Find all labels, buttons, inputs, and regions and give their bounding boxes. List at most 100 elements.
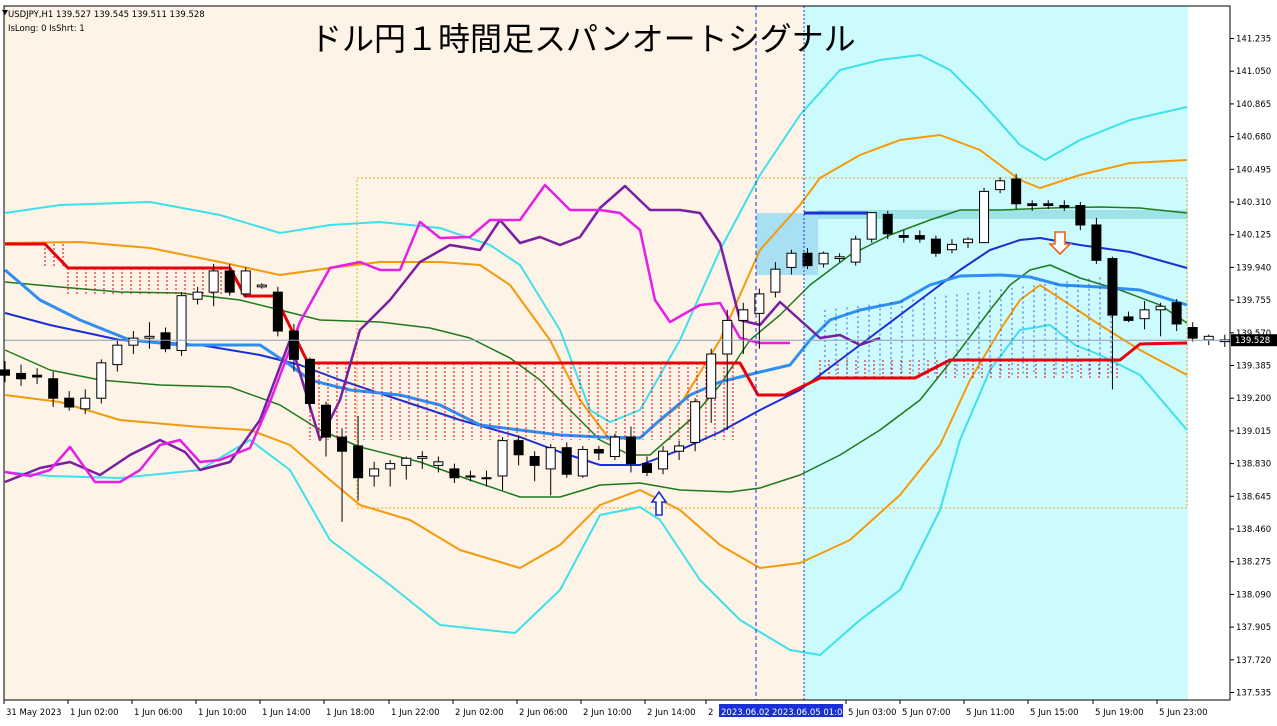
- candle-body: [513, 440, 524, 456]
- candle-body: [288, 330, 299, 360]
- candle-body: [834, 256, 845, 260]
- x-tick-label: 1 Jun 14:00: [262, 708, 311, 718]
- candle-body: [706, 353, 717, 399]
- y-tick-label: 138.460: [1236, 525, 1271, 535]
- candle-body: [1059, 205, 1070, 208]
- x-tick-label: 31 May 2023: [6, 708, 61, 718]
- candle-body: [1155, 305, 1166, 311]
- y-tick-label: 139.385: [1236, 362, 1271, 372]
- candle-body: [898, 235, 909, 238]
- candle-body: [1139, 309, 1150, 320]
- y-tick-label: 138.830: [1236, 460, 1271, 470]
- candle-body: [337, 436, 348, 452]
- candle-body: [1091, 224, 1102, 261]
- candle-body: [946, 243, 957, 251]
- plot-border: [3, 5, 1231, 701]
- candle-body: [16, 372, 27, 380]
- y-tick-label: 140.495: [1236, 165, 1271, 175]
- candle-body: [224, 270, 235, 293]
- x-tick-label: 2: [708, 708, 713, 718]
- lower-orange-band: [4, 284, 1188, 569]
- candle-body: [417, 456, 428, 459]
- candle-body: [192, 291, 203, 300]
- candle-body: [1123, 316, 1134, 321]
- candle-body: [304, 358, 315, 405]
- candle-body: [1075, 205, 1086, 226]
- upper-cyan-band: [4, 54, 1188, 423]
- y-tick-label: 137.720: [1236, 656, 1271, 666]
- candle-body: [144, 335, 155, 339]
- x-tick-label: 5 Jun 19:00: [1095, 708, 1144, 718]
- position-status: IsLong: 0 IsShrt: 1: [8, 24, 85, 34]
- candle-body: [545, 447, 556, 470]
- y-tick-label: 137.535: [1236, 689, 1271, 699]
- candle-body: [642, 463, 652, 473]
- candle-body: [0, 369, 10, 376]
- x-tick-label: 2 Jun 06:00: [519, 708, 568, 718]
- candle-body: [272, 291, 283, 332]
- x-tick-label: 2 Jun 14:00: [647, 708, 696, 718]
- current-price-box: [1231, 334, 1277, 347]
- x-tick-label: 1 Jun 22:00: [391, 708, 440, 718]
- candle-body: [979, 190, 990, 244]
- sell-signal-arrow: [1048, 231, 1072, 256]
- candle-body: [401, 457, 412, 466]
- x-marker-label: 2023.06.05 01:00: [772, 708, 848, 718]
- symbol-menu-icon: [2, 10, 8, 15]
- light-blue-line: [4, 268, 1188, 440]
- x-tick-label: 5 Jun 03:00: [848, 708, 897, 718]
- lower-cyan-band: [4, 324, 1188, 656]
- y-tick-label: 138.275: [1236, 558, 1271, 568]
- y-tick-label: 141.050: [1236, 67, 1271, 77]
- candle-body: [1203, 335, 1214, 341]
- candle-body: [353, 445, 364, 479]
- candle-body: [176, 295, 187, 351]
- candle-body: [369, 468, 380, 477]
- candle-body: [321, 404, 331, 438]
- candle-body: [1107, 258, 1118, 316]
- candle-body: [561, 447, 572, 475]
- candle-body: [256, 284, 267, 288]
- candles: [0, 173, 1230, 522]
- candle-body: [64, 397, 75, 408]
- y-tick-label: 138.090: [1236, 590, 1271, 600]
- x-marker-box: [770, 704, 843, 717]
- x-tick-label: 2 Jun 02:00: [455, 708, 504, 718]
- candle-body: [80, 397, 91, 410]
- candle-body: [1187, 326, 1198, 339]
- x-tick-label: 1 Jun 02:00: [70, 708, 119, 718]
- candle-body: [770, 268, 781, 293]
- candle-body: [1011, 178, 1022, 205]
- y-tick-label: 140.125: [1236, 231, 1271, 241]
- candle-body: [240, 270, 251, 295]
- y-tick-label: 139.200: [1236, 394, 1271, 404]
- y-tick-label: 139.570: [1236, 329, 1271, 339]
- candle-body: [658, 450, 669, 470]
- lower-green-line: [4, 264, 1188, 498]
- candle-body: [625, 436, 636, 465]
- candle-body: [208, 270, 219, 293]
- symbol-info: USDJPY,H1 139.527 139.545 139.511 139.52…: [8, 10, 205, 20]
- annotations: [4, 6, 1230, 700]
- left-session-bg: [4, 6, 804, 700]
- candle-body: [914, 235, 925, 240]
- x-tick-label: 5 Jun 11:00: [966, 708, 1015, 718]
- resistance-band: [818, 210, 1188, 219]
- candle-body: [96, 362, 107, 399]
- candle-body: [1171, 302, 1182, 325]
- y-tick-label: 140.680: [1236, 133, 1271, 143]
- candle-body: [48, 378, 59, 399]
- y-tick-label: 139.015: [1236, 427, 1271, 437]
- candle-body: [738, 309, 749, 321]
- y-tick-label: 138.645: [1236, 492, 1271, 502]
- candle-body: [818, 252, 829, 265]
- candle-body: [1027, 203, 1038, 207]
- x-tick-label: 1 Jun 18:00: [326, 708, 375, 718]
- candle-body: [465, 475, 476, 478]
- buy-signal-arrow: [650, 490, 668, 516]
- candle-body: [786, 252, 797, 268]
- x-tick-label: 5 Jun 15:00: [1030, 708, 1079, 718]
- candle-body: [850, 238, 861, 263]
- x-tick-label: 5 Jun 07:00: [902, 708, 951, 718]
